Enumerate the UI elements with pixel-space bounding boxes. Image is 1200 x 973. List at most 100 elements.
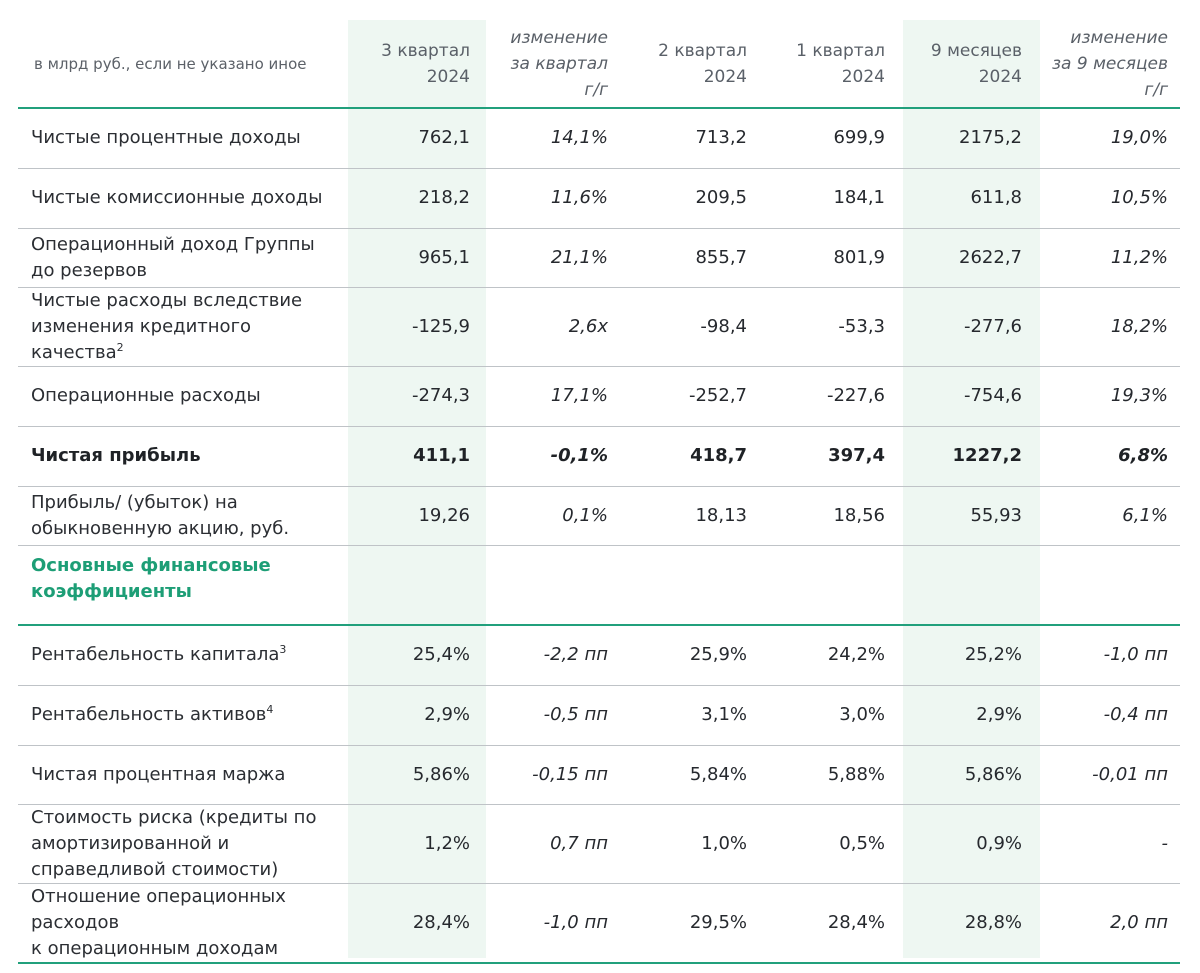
row-label-line: обыкновенную акцию, руб. bbox=[31, 517, 290, 539]
row-label: Стоимость риска (кредиты по амортизирован… bbox=[18, 804, 348, 884]
header-q1-2024: 1 квартал 2024 bbox=[763, 20, 901, 109]
table-row: Прибыль/ (убыток) на обыкновенную акцию, … bbox=[18, 486, 1180, 546]
table-row: Чистые расходы вследствие изменения креди… bbox=[18, 287, 1180, 367]
value-9m-2024: 2622,7 bbox=[901, 228, 1038, 288]
value-q2-2024: 209,5 bbox=[624, 168, 763, 229]
ratio-row: Рентабельность капитала3 25,4% -2,2 пп 25,9… bbox=[18, 625, 1180, 686]
header-line: за квартал bbox=[510, 53, 608, 74]
row-label: Прибыль/ (убыток) на обыкновенную акцию, … bbox=[18, 486, 348, 546]
value-q3-2024: 19,26 bbox=[348, 486, 486, 546]
row-label-line: до резервов bbox=[31, 259, 147, 281]
ratio-row: Чистая процентная маржа 5,86% -0,15 пп 5,84… bbox=[18, 745, 1180, 805]
units-note: в млрд руб., если не указано иное bbox=[18, 20, 348, 109]
value-change-quarter: -0,5 пп bbox=[486, 685, 624, 746]
value-change-quarter: 0,1% bbox=[486, 486, 624, 546]
value-q1-2024: 184,1 bbox=[763, 168, 901, 229]
header-line: г/г bbox=[1144, 79, 1168, 100]
value-q1-2024: 801,9 bbox=[763, 228, 901, 288]
value-9m-2024: 28,8% bbox=[901, 883, 1038, 964]
value-change-quarter: -0,1% bbox=[486, 426, 624, 487]
row-label: Чистые комиссионные доходы bbox=[18, 168, 348, 229]
value-change-9m: 6,1% bbox=[1038, 486, 1180, 546]
value-change-9m: -0,01 пп bbox=[1038, 745, 1180, 805]
header-line: за 9 месяцев bbox=[1052, 53, 1168, 74]
value-change-quarter: 2,6x bbox=[486, 287, 624, 367]
header-line: 2024 bbox=[978, 66, 1022, 87]
value-q3-2024: 25,4% bbox=[348, 625, 486, 686]
table-row: Чистые процентные доходы 762,1 14,1% 713,2 6… bbox=[18, 108, 1180, 169]
value-change-quarter: 17,1% bbox=[486, 366, 624, 427]
section-title: Основные финансовые коэффициенты bbox=[18, 545, 348, 626]
value-change-quarter: -2,2 пп bbox=[486, 625, 624, 686]
empty-cell bbox=[901, 545, 1038, 626]
header-line: 2024 bbox=[703, 66, 747, 87]
value-q2-2024: 18,13 bbox=[624, 486, 763, 546]
value-change-9m: - bbox=[1038, 804, 1180, 884]
value-change-quarter: -0,15 пп bbox=[486, 745, 624, 805]
value-q2-2024: -252,7 bbox=[624, 366, 763, 427]
value-9m-2024: -277,6 bbox=[901, 287, 1038, 367]
header-q3-2024: 3 квартал 2024 bbox=[348, 20, 486, 109]
value-9m-2024: 2175,2 bbox=[901, 108, 1038, 169]
row-label-line: к операционным доходам bbox=[31, 937, 279, 959]
row-label-line: качества bbox=[31, 341, 117, 363]
row-label-line: Рентабельность капитала bbox=[31, 644, 280, 666]
row-label: Чистые процентные доходы bbox=[18, 108, 348, 169]
value-q1-2024: 28,4% bbox=[763, 883, 901, 964]
empty-cell bbox=[348, 545, 486, 626]
value-q3-2024: 218,2 bbox=[348, 168, 486, 229]
ratio-row: Стоимость риска (кредиты по амортизирован… bbox=[18, 804, 1180, 884]
value-q1-2024: 397,4 bbox=[763, 426, 901, 487]
value-q3-2024: 411,1 bbox=[348, 426, 486, 487]
header-line: изменение bbox=[510, 27, 608, 48]
value-change-quarter: -1,0 пп bbox=[486, 883, 624, 964]
value-change-quarter: 11,6% bbox=[486, 168, 624, 229]
value-q3-2024: 5,86% bbox=[348, 745, 486, 805]
header-9m-2024: 9 месяцев 2024 bbox=[901, 20, 1038, 109]
section-header-row: Основные финансовые коэффициенты bbox=[18, 545, 1180, 626]
value-9m-2024: 25,2% bbox=[901, 625, 1038, 686]
value-q3-2024: -125,9 bbox=[348, 287, 486, 367]
row-label-line: Чистые расходы вследствие bbox=[31, 289, 303, 311]
header-change-quarter-yoy: изменение за квартал г/г bbox=[486, 20, 624, 109]
value-9m-2024: 1227,2 bbox=[901, 426, 1038, 487]
header-line: 9 месяцев bbox=[930, 40, 1022, 61]
value-q2-2024: 855,7 bbox=[624, 228, 763, 288]
header-q2-2024: 2 квартал 2024 bbox=[624, 20, 763, 109]
value-change-quarter: 21,1% bbox=[486, 228, 624, 288]
row-label: Рентабельность капитала3 bbox=[18, 625, 348, 686]
table-row: Операционный доход Группы до резервов 965,… bbox=[18, 228, 1180, 288]
value-change-9m: 2,0 пп bbox=[1038, 883, 1180, 964]
row-label: Чистая процентная маржа bbox=[18, 745, 348, 805]
table-row: Операционные расходы -274,3 17,1% -252,7 -22… bbox=[18, 366, 1180, 427]
value-q3-2024: 28,4% bbox=[348, 883, 486, 964]
header-line: г/г bbox=[584, 79, 608, 100]
empty-cell bbox=[486, 545, 624, 626]
value-change-9m: 19,0% bbox=[1038, 108, 1180, 169]
header-line: 3 квартал bbox=[381, 40, 470, 61]
value-q3-2024: 2,9% bbox=[348, 685, 486, 746]
row-label-line: Стоимость риска (кредиты по bbox=[31, 806, 317, 828]
value-9m-2024: 611,8 bbox=[901, 168, 1038, 229]
value-change-9m: -0,4 пп bbox=[1038, 685, 1180, 746]
value-q1-2024: 0,5% bbox=[763, 804, 901, 884]
row-label-line: Прибыль/ (убыток) на bbox=[31, 491, 238, 513]
value-q3-2024: 762,1 bbox=[348, 108, 486, 169]
value-q3-2024: 965,1 bbox=[348, 228, 486, 288]
value-9m-2024: 0,9% bbox=[901, 804, 1038, 884]
value-q3-2024: -274,3 bbox=[348, 366, 486, 427]
value-change-9m: 19,3% bbox=[1038, 366, 1180, 427]
row-label-line: справедливой стоимости) bbox=[31, 858, 279, 880]
value-change-9m: 18,2% bbox=[1038, 287, 1180, 367]
row-label: Операционный доход Группы до резервов bbox=[18, 228, 348, 288]
value-q2-2024: 1,0% bbox=[624, 804, 763, 884]
header-line: 2024 bbox=[426, 66, 470, 87]
table-row: Чистая прибыль 411,1 -0,1% 418,7 397,4 1227,2… bbox=[18, 426, 1180, 487]
header-change-9m-yoy: изменение за 9 месяцев г/г bbox=[1038, 20, 1180, 109]
row-label: Чистые расходы вследствие изменения креди… bbox=[18, 287, 348, 367]
value-change-9m: 6,8% bbox=[1038, 426, 1180, 487]
value-q1-2024: 3,0% bbox=[763, 685, 901, 746]
value-q2-2024: 3,1% bbox=[624, 685, 763, 746]
ratio-row: Отношение операционных расходов к операцио… bbox=[18, 883, 1180, 964]
